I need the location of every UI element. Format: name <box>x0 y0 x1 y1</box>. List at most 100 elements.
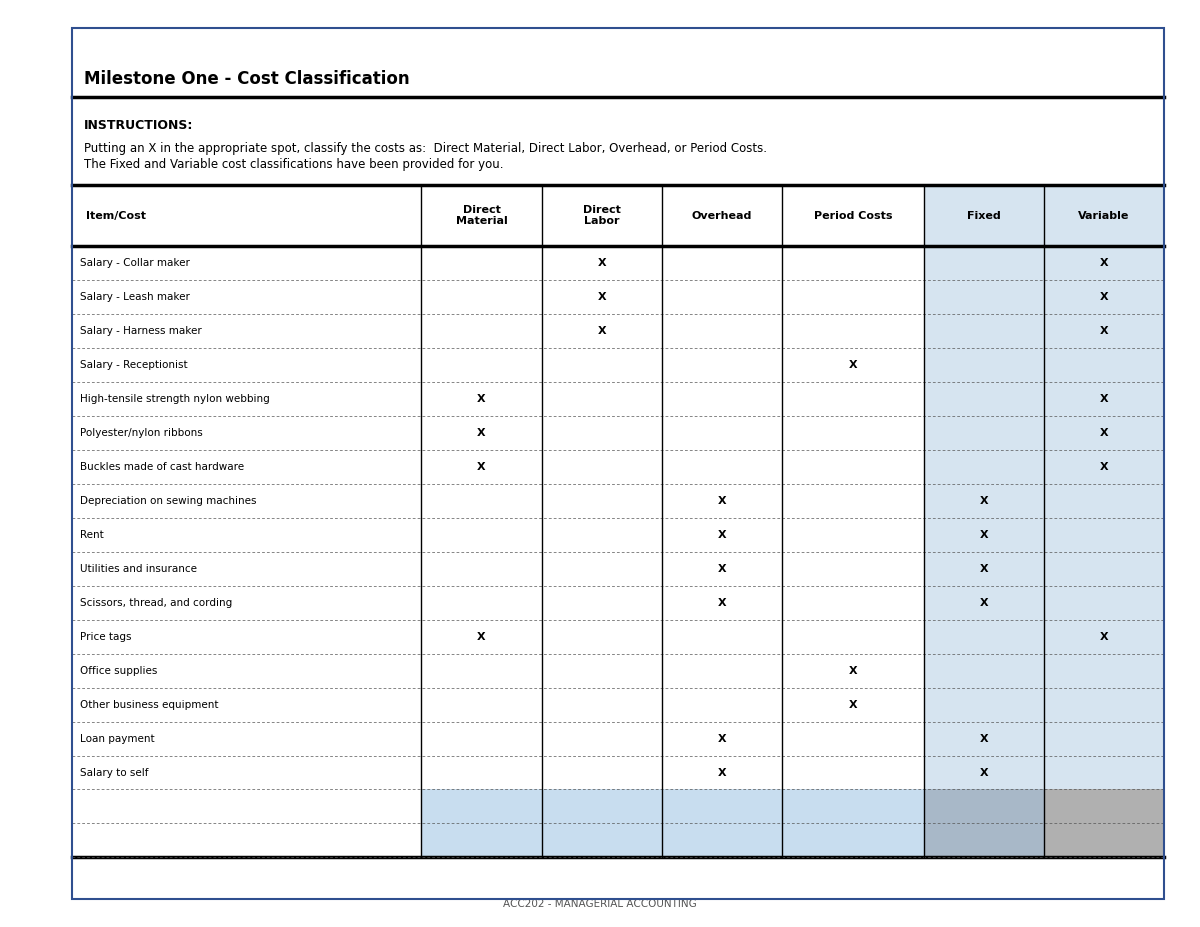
Bar <box>781 721 924 756</box>
Bar <box>541 552 661 586</box>
Text: X: X <box>848 360 857 370</box>
Text: Polyester/nylon ribbons: Polyester/nylon ribbons <box>80 427 203 438</box>
Bar <box>421 552 541 586</box>
Bar <box>924 185 1044 246</box>
Bar <box>661 721 781 756</box>
Text: X: X <box>1099 325 1109 336</box>
Bar <box>924 552 1044 586</box>
Text: X: X <box>478 394 486 403</box>
Bar <box>541 484 661 517</box>
Bar <box>1044 823 1164 857</box>
Text: Utilities and insurance: Utilities and insurance <box>80 564 197 574</box>
Bar <box>781 450 924 484</box>
Bar <box>781 484 924 517</box>
Bar <box>72 484 421 517</box>
Bar <box>72 619 421 654</box>
Bar <box>72 280 421 313</box>
Bar <box>72 382 421 415</box>
Text: Scissors, thread, and cording: Scissors, thread, and cording <box>80 598 233 607</box>
Bar <box>781 790 924 823</box>
Bar <box>541 654 661 688</box>
Bar <box>661 348 781 382</box>
Bar <box>421 790 541 823</box>
Bar <box>924 280 1044 313</box>
Bar <box>72 586 421 619</box>
Text: X: X <box>848 700 857 709</box>
Bar <box>661 654 781 688</box>
Bar <box>421 484 541 517</box>
Bar <box>541 619 661 654</box>
Bar <box>661 552 781 586</box>
Bar <box>781 280 924 313</box>
Bar <box>421 721 541 756</box>
Text: Fixed: Fixed <box>967 210 1001 221</box>
Bar <box>421 313 541 348</box>
Text: X: X <box>848 666 857 676</box>
Text: Depreciation on sewing machines: Depreciation on sewing machines <box>80 496 257 505</box>
Bar <box>781 654 924 688</box>
Bar <box>924 313 1044 348</box>
Bar <box>661 382 781 415</box>
Bar <box>72 823 421 857</box>
Bar <box>541 280 661 313</box>
Text: X: X <box>718 529 726 540</box>
Text: X: X <box>1099 258 1109 268</box>
Text: Direct
Material: Direct Material <box>456 205 508 226</box>
Bar <box>421 654 541 688</box>
Bar <box>421 517 541 552</box>
Bar <box>421 415 541 450</box>
Bar <box>541 688 661 721</box>
Text: X: X <box>979 733 988 743</box>
Bar <box>661 484 781 517</box>
Bar <box>1044 246 1164 280</box>
Bar <box>421 688 541 721</box>
Text: High-tensile strength nylon webbing: High-tensile strength nylon webbing <box>80 394 270 403</box>
Text: Putting an X in the appropriate spot, classify the costs as:  Direct Material, D: Putting an X in the appropriate spot, cl… <box>84 142 767 155</box>
Bar <box>1044 348 1164 382</box>
Bar <box>1044 586 1164 619</box>
Bar <box>1044 756 1164 790</box>
Bar <box>72 790 421 823</box>
Bar <box>924 450 1044 484</box>
Bar <box>924 654 1044 688</box>
Bar <box>421 348 541 382</box>
Bar <box>924 790 1044 823</box>
Text: Overhead: Overhead <box>691 210 752 221</box>
Text: X: X <box>478 631 486 641</box>
Bar <box>421 280 541 313</box>
Text: X: X <box>718 564 726 574</box>
Bar <box>661 280 781 313</box>
Bar <box>541 348 661 382</box>
Bar <box>1044 654 1164 688</box>
Text: X: X <box>979 768 988 778</box>
Bar <box>781 246 924 280</box>
Bar <box>541 756 661 790</box>
Bar <box>1044 415 1164 450</box>
Text: Office supplies: Office supplies <box>80 666 157 676</box>
Text: ACC202 - MANAGERIAL ACCOUNTING: ACC202 - MANAGERIAL ACCOUNTING <box>503 899 697 908</box>
Bar <box>72 756 421 790</box>
Text: X: X <box>598 325 606 336</box>
Text: Price tags: Price tags <box>80 631 132 641</box>
Bar <box>924 823 1044 857</box>
Bar <box>924 246 1044 280</box>
Text: X: X <box>598 258 606 268</box>
Bar <box>421 823 541 857</box>
Text: INSTRUCTIONS:: INSTRUCTIONS: <box>84 119 193 132</box>
Bar <box>1044 688 1164 721</box>
Bar <box>541 517 661 552</box>
Bar <box>72 517 421 552</box>
Bar <box>1044 484 1164 517</box>
Bar <box>924 415 1044 450</box>
Bar <box>924 382 1044 415</box>
Bar <box>1044 517 1164 552</box>
Bar <box>541 823 661 857</box>
Text: X: X <box>979 496 988 505</box>
Bar <box>661 688 781 721</box>
Bar <box>781 185 924 246</box>
Bar <box>661 823 781 857</box>
Bar <box>541 382 661 415</box>
Bar <box>781 415 924 450</box>
Text: Direct
Labor: Direct Labor <box>583 205 620 226</box>
Text: Salary to self: Salary to self <box>80 768 149 778</box>
